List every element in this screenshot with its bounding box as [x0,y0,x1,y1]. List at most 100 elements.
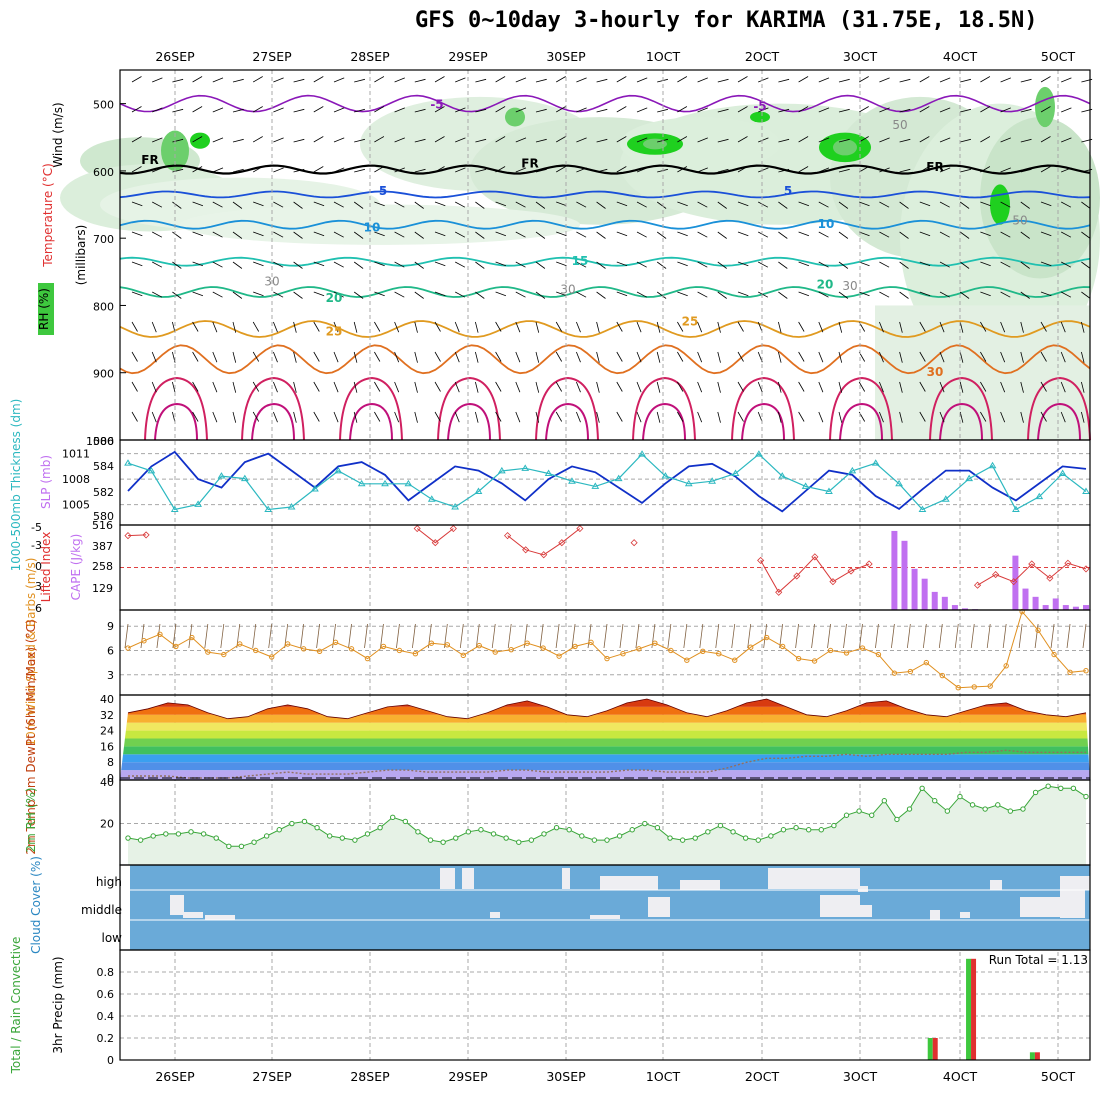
surface-wind-barb [268,623,273,649]
top-date-label: 28SEP [350,49,390,64]
wind-barb [495,261,507,267]
isotherm-minus5 [119,94,1091,113]
wind-barb [192,136,203,143]
wind-barb [959,201,970,209]
wind-barb [656,291,667,299]
wind-barb [475,201,485,209]
wind-barb [152,201,163,208]
wind-barb [414,291,424,299]
wind-speed-marker [1035,627,1041,633]
wind-speed-marker [141,638,147,644]
wind-barb [172,201,182,209]
cloud-cell [1060,876,1090,890]
isotherm-15 [119,256,1091,267]
rh-marker [919,785,925,791]
wind-barb [636,137,648,143]
wind-barb [737,381,744,392]
thickness-marker [170,505,179,513]
surface-wind-barb [364,623,368,649]
lifted-index-marker [793,572,801,580]
cloud-cell [820,895,860,917]
cape-bar [1052,598,1059,610]
wind-barb [394,381,400,393]
rh-marker [453,835,459,841]
wind-barb [636,77,648,83]
wind-barb [475,381,479,393]
wind-barb [252,76,263,83]
thickness-marker [684,479,693,487]
wind-barb [1020,291,1030,299]
rh-marker [213,835,219,841]
bottom-date-label: 4OCT [943,1069,978,1084]
wind-barb [354,108,365,113]
rh-marker [616,833,623,839]
wind-barb [858,76,869,83]
wind-barb [333,137,345,143]
wind-barb [394,107,405,113]
cape-bar [1032,596,1039,610]
wind-barb [313,76,324,83]
rh-marker [553,824,560,831]
rh-marker [516,839,522,845]
wind-barb [697,411,703,423]
wind-barb [353,201,364,209]
dewpoint-line [128,749,1086,779]
wind-speed-marker [763,634,770,641]
thickness-tick: 582 [93,486,114,499]
wind-barb [1020,231,1030,239]
wind-speed-marker [284,641,291,647]
rh-marker [163,831,169,837]
pressure-tick: 800 [93,300,114,313]
wind-barb [656,261,667,269]
wind-barb [253,231,264,237]
cloud-cell [990,880,1002,890]
rh-marker [692,835,698,841]
cape-bar [911,568,918,610]
wind-barb [939,291,950,298]
precip-tick: 0.6 [97,988,115,1001]
wind-speed-marker [684,657,690,663]
rh-marker [717,822,724,829]
wind-barb [939,137,951,143]
surface-wind-barb [1002,623,1007,649]
rh-marker [276,827,282,833]
wind-barb [273,381,278,393]
lifted-tick: -5 [31,521,42,534]
wind-barb [798,261,810,267]
wind-barb [677,381,684,392]
cloud-cell [640,876,658,890]
wind-barb [232,168,244,173]
wind-barb [131,106,142,113]
wind-barb [1020,108,1032,113]
wind-barb [838,351,843,363]
wind-barb [232,138,244,143]
rh-marker [528,837,535,843]
cloud-cell [768,868,860,889]
wind-barb [778,168,790,173]
thickness-marker [754,450,763,457]
surface-wind-barb [906,623,911,649]
wind-barb [131,136,142,143]
wind-barb [535,231,546,239]
wind-barb [758,107,769,113]
wind-barb [333,201,344,208]
wind-barb [555,136,566,143]
wind-tick: 6 [107,644,114,657]
rh-marker [995,802,1001,808]
isotherm-label: 10 [818,217,835,231]
wind-barb [919,321,926,332]
surface-wind-barb [316,623,320,649]
bottom-date-label: 1OCT [646,1069,681,1084]
bottom-date-label: 27SEP [252,1069,292,1084]
surface-wind-barb [507,623,512,649]
wind-barb [818,291,829,298]
top-date-label: 29SEP [448,49,488,64]
wind-speed-marker [332,639,339,646]
wind-barb [555,351,563,362]
wind-barb [576,167,587,173]
surface-wind-barb [779,623,784,649]
wind-barb [919,291,931,297]
wind-barb [333,167,345,173]
wind-barb [596,201,606,209]
